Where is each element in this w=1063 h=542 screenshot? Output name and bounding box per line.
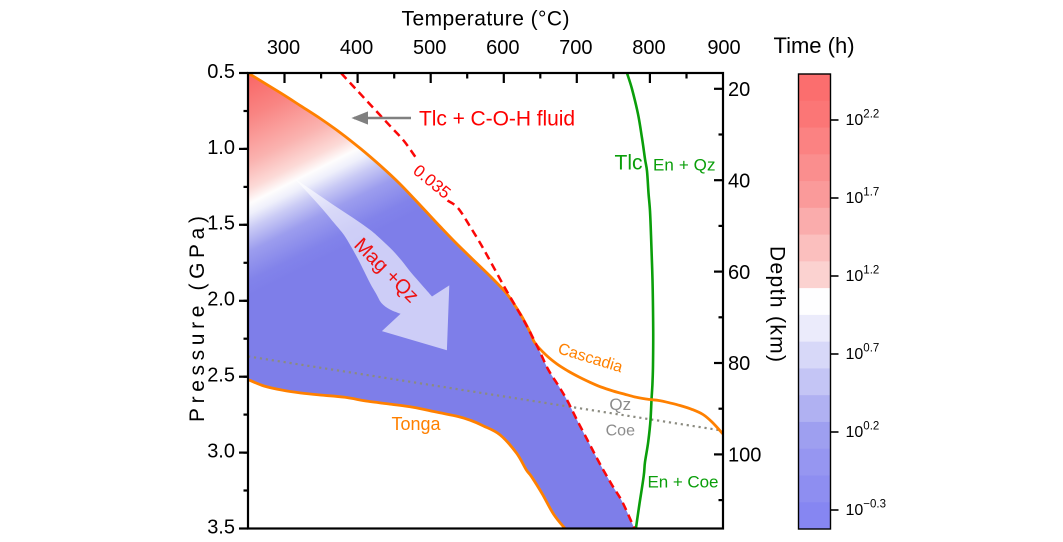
svg-text:700: 700 xyxy=(559,37,592,59)
svg-text:900: 900 xyxy=(707,37,740,59)
svg-text:Tonga: Tonga xyxy=(392,414,442,434)
svg-text:Tlc + C-O-H fluid: Tlc + C-O-H fluid xyxy=(419,108,575,131)
svg-text:Coe: Coe xyxy=(606,423,635,440)
svg-text:2.5: 2.5 xyxy=(207,365,235,387)
svg-text:En + Coe: En + Coe xyxy=(648,473,719,492)
svg-text:600: 600 xyxy=(486,37,519,59)
svg-text:300: 300 xyxy=(267,37,300,59)
svg-text:Temperature (°C): Temperature (°C) xyxy=(402,8,570,31)
svg-text:Time (h): Time (h) xyxy=(773,33,854,58)
svg-text:Depth (km): Depth (km) xyxy=(766,246,789,362)
svg-text:400: 400 xyxy=(340,37,373,59)
svg-text:500: 500 xyxy=(413,37,446,59)
svg-text:1.0: 1.0 xyxy=(207,137,235,159)
svg-text:0.5: 0.5 xyxy=(207,61,235,83)
svg-text:2.0: 2.0 xyxy=(207,289,235,311)
svg-text:Tlc: Tlc xyxy=(615,152,643,175)
svg-text:Qz: Qz xyxy=(609,395,631,414)
svg-text:20: 20 xyxy=(728,79,750,101)
svg-text:800: 800 xyxy=(632,37,665,59)
svg-text:40: 40 xyxy=(728,170,750,192)
svg-text:80: 80 xyxy=(728,353,750,375)
svg-text:En + Qz: En + Qz xyxy=(653,156,716,175)
svg-text:3.5: 3.5 xyxy=(207,516,235,538)
svg-text:100: 100 xyxy=(728,445,761,467)
svg-text:1.5: 1.5 xyxy=(207,213,235,235)
svg-text:3.0: 3.0 xyxy=(207,441,235,463)
svg-text:60: 60 xyxy=(728,262,750,284)
